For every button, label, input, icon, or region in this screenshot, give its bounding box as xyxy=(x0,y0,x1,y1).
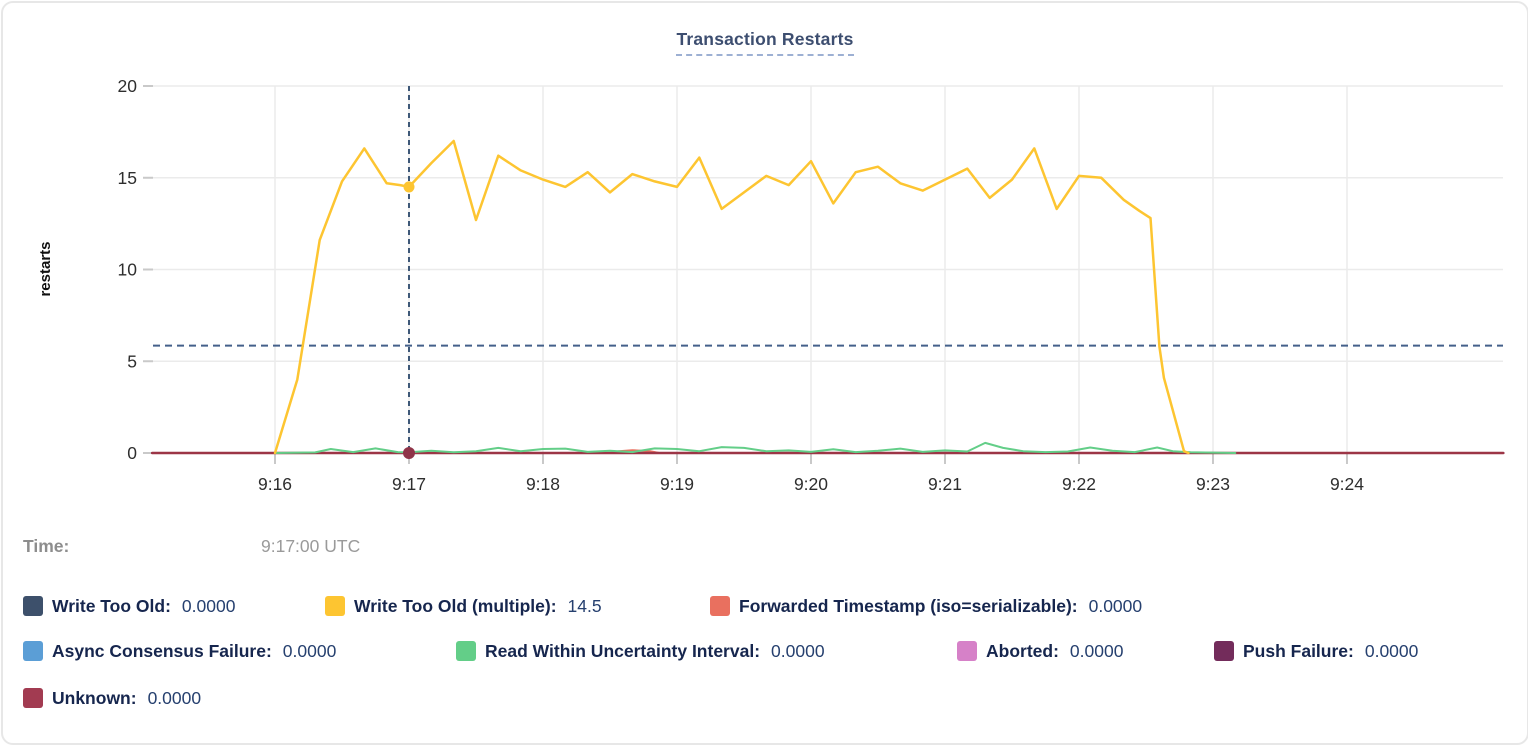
legend-item-value: 0.0000 xyxy=(282,640,337,661)
y-axis-label: restarts xyxy=(37,241,54,296)
legend-item-unknown: Unknown: 0.0000 xyxy=(23,687,201,709)
legend-swatch xyxy=(23,596,43,616)
chart-title-wrap: Transaction Restarts xyxy=(3,29,1527,56)
legend-item-value: 0.0000 xyxy=(147,687,202,708)
legend-row: Async Consensus Failure: 0.0000 Read Withi… xyxy=(3,640,1527,664)
series-line-write-too-old-multiple xyxy=(273,139,1190,455)
legend-item-label: Push Failure: xyxy=(1243,640,1354,661)
tooltip-time-value: 9:17:00 UTC xyxy=(261,536,361,556)
x-tick-label: 9:21 xyxy=(928,474,962,494)
legend-item-value: 0.0000 xyxy=(1364,640,1419,661)
legend-row: Unknown: 0.0000 xyxy=(3,687,1527,711)
legend-swatch xyxy=(325,596,345,616)
y-tick-label: 5 xyxy=(127,351,137,371)
transaction-restarts-chart[interactable]: 0 5 10 15 20 9:16 9:17 9:18 9:19 9:20 9:21 9:22 9:23… xyxy=(3,3,1528,513)
legend-swatch xyxy=(1214,641,1234,661)
highlight-dot xyxy=(403,181,415,193)
legend-item-label: Unknown: xyxy=(52,687,137,708)
legend-item-label: Forwarded Timestamp (iso=serializable): xyxy=(739,595,1078,616)
legend-item-aborted: Aborted: 0.0000 xyxy=(957,640,1123,662)
series-line-read-within-uncertainty-interval xyxy=(274,441,1237,454)
legend-swatch xyxy=(957,641,977,661)
y-tick-label: 20 xyxy=(118,76,138,96)
tooltip-time-label: Time: xyxy=(23,536,70,556)
x-tick-label: 9:17 xyxy=(392,474,426,494)
legend-row: Write Too Old: 0.0000 Write Too Old (multi… xyxy=(3,595,1527,619)
legend-swatch xyxy=(710,596,730,616)
legend-item-read-within-uncertainty-interval: Read Within Uncertainty Interval: 0.0000 xyxy=(456,640,825,662)
legend-item-label: Write Too Old (multiple): xyxy=(354,595,557,616)
x-tick-label: 9:19 xyxy=(660,474,694,494)
legend-swatch xyxy=(23,641,43,661)
x-tick-label: 9:24 xyxy=(1330,474,1364,494)
chart-title[interactable]: Transaction Restarts xyxy=(676,29,854,56)
legend-item-write-too-old-multiple: Write Too Old (multiple): 14.5 xyxy=(325,595,602,617)
tooltip-row: Time: 9:17:00 UTC xyxy=(3,536,1527,560)
legend-item-label: Aborted: xyxy=(986,640,1059,661)
legend-item-forwarded-timestamp-iso-serializable: Forwarded Timestamp (iso=serializable): 0… xyxy=(710,595,1142,617)
highlight-dot xyxy=(402,447,415,459)
legend-item-label: Read Within Uncertainty Interval: xyxy=(485,640,761,661)
legend-item-label: Write Too Old: xyxy=(52,595,171,616)
legend-item-async-consensus-failure: Async Consensus Failure: 0.0000 xyxy=(23,640,336,662)
legend-item-label: Async Consensus Failure: xyxy=(52,640,272,661)
legend-item-value: 0.0000 xyxy=(181,595,236,616)
legend-item-value: 0.0000 xyxy=(771,640,825,661)
legend-item-value: 14.5 xyxy=(567,595,602,616)
y-tick-label: 15 xyxy=(118,168,137,188)
legend-swatch xyxy=(23,688,43,708)
x-tick-label: 9:23 xyxy=(1196,474,1230,494)
legend-item-value: 0.0000 xyxy=(1088,595,1143,616)
legend-item-push-failure: Push Failure: 0.0000 xyxy=(1214,640,1418,662)
legend-swatch xyxy=(456,641,476,661)
x-tick-label: 9:16 xyxy=(258,474,292,494)
y-tick-label: 10 xyxy=(118,260,138,280)
x-tick-label: 9:22 xyxy=(1062,474,1096,494)
x-tick-label: 9:20 xyxy=(794,474,828,494)
legend-item-value: 0.0000 xyxy=(1069,640,1124,661)
x-tick-label: 9:18 xyxy=(526,474,560,494)
legend-item-write-too-old: Write Too Old: 0.0000 xyxy=(23,595,235,617)
y-tick-label: 0 xyxy=(127,443,137,463)
